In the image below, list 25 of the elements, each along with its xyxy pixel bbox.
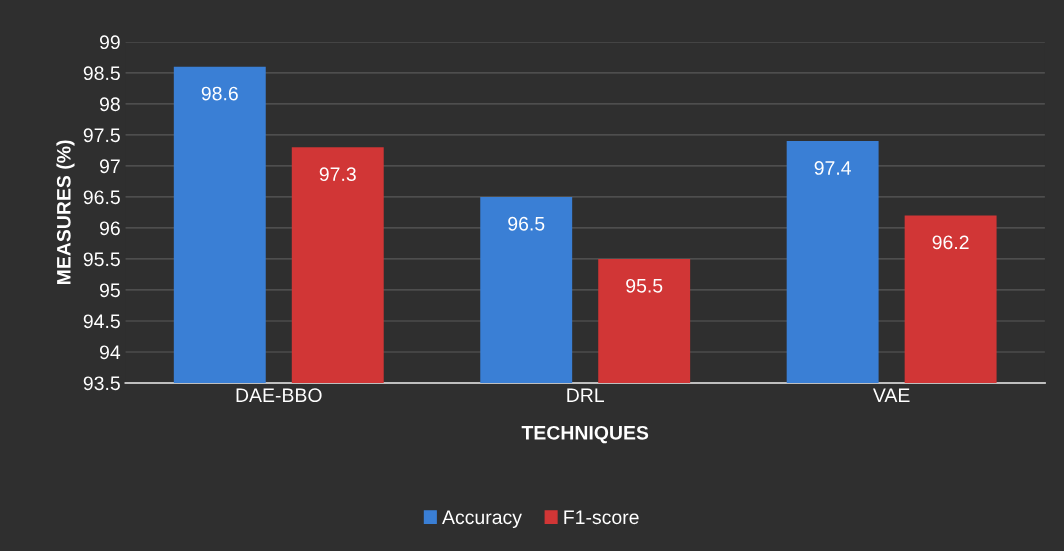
y-tick-label: 93.5 xyxy=(83,376,120,391)
data-label: 96.5 xyxy=(508,216,545,231)
y-tick-label: 96.5 xyxy=(83,190,120,205)
y-tick-label: 97.5 xyxy=(83,128,120,143)
x-tick-label: VAE xyxy=(872,388,910,402)
y-axis-title: MEASURES (%) xyxy=(56,140,75,285)
legend-label: F1-score xyxy=(564,510,639,525)
data-label: 98.6 xyxy=(201,86,238,101)
x-axis-title: TECHNIQUES xyxy=(521,425,649,444)
data-label: 97.4 xyxy=(814,161,851,175)
data-label: 97.3 xyxy=(319,167,356,182)
y-tick-label: 99 xyxy=(99,35,120,50)
x-tick-label: DAE-BBO xyxy=(236,388,322,403)
y-tick-label: 94.5 xyxy=(83,314,120,329)
data-label: 95.5 xyxy=(626,278,663,293)
y-tick-label: 94 xyxy=(99,345,121,360)
y-tick-label: 97 xyxy=(99,159,120,174)
y-tick-label: 96 xyxy=(99,221,120,236)
y-tick-label: 95.5 xyxy=(83,252,120,267)
data-label: 96.2 xyxy=(932,235,969,250)
y-tick-label: 98 xyxy=(99,97,120,112)
x-tick-label: DRL xyxy=(567,388,604,402)
legend-label: Accuracy xyxy=(442,510,522,528)
y-tick-label: 98.5 xyxy=(83,66,120,81)
y-tick-label: 95 xyxy=(99,283,120,298)
